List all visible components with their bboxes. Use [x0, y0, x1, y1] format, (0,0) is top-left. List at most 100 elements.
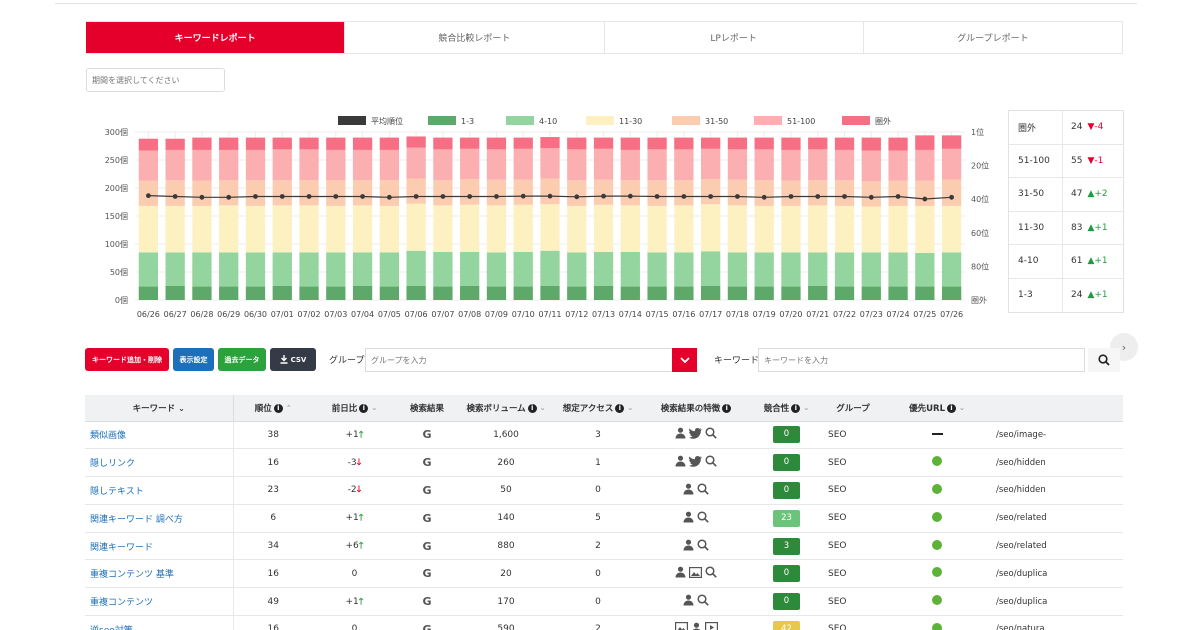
display-settings-button[interactable]: 表示設定 [173, 348, 214, 371]
table-row[interactable]: 関連キーワード 調べ方 6 +1🡑 G 140 5 23 SEO /seo/re… [85, 504, 1123, 533]
bar-segment-51-100 [593, 148, 614, 180]
y-axis-left-tick: 250個 [105, 155, 128, 165]
x-axis-tick: 07/22 [833, 310, 856, 319]
stat-value-cell: 24 ▼-4 [1063, 122, 1103, 132]
results-cell[interactable]: G [396, 587, 458, 617]
google-icon[interactable]: G [422, 595, 432, 609]
info-icon[interactable]: i [947, 403, 956, 413]
info-icon[interactable]: i [722, 403, 732, 413]
keyword-link[interactable]: 重複コンテンツ [85, 587, 234, 617]
url-cell[interactable]: /seo/duplica [991, 587, 1123, 617]
keyword-search-input[interactable] [758, 348, 1085, 372]
google-icon[interactable]: G [422, 567, 432, 581]
volume-cell: 50 [458, 476, 554, 505]
keyword-link[interactable]: 隠しテキスト [85, 476, 234, 505]
add-delete-keyword-button[interactable]: キーワード追加・削除 [85, 348, 169, 371]
results-cell[interactable]: G [396, 532, 458, 561]
bar-segment-31-50 [165, 180, 185, 206]
tab-competitor-report[interactable]: 競合比較レポート [344, 22, 603, 53]
results-cell[interactable]: G [396, 504, 458, 533]
col-change-header[interactable]: 前日比 i ⌄ [313, 395, 396, 422]
bar-segment-1-3 [299, 286, 319, 300]
average-rank-point [922, 196, 928, 202]
col-priority-url-header[interactable]: 優先URL i ⌄ [883, 395, 991, 422]
keyword-link[interactable]: 重複コンテンツ 基準 [85, 559, 234, 589]
google-icon[interactable]: G [422, 483, 432, 497]
table-row[interactable]: 隠しリンク 16 -3🡓 G 260 1 0 SEO /seo/hidden [85, 448, 1123, 478]
bar-segment-11-30 [165, 205, 185, 253]
info-icon[interactable]: i [359, 403, 369, 413]
y-axis-right-tick: 20位 [971, 161, 989, 171]
table-row[interactable]: 類似画像 38 +1🡑 G 1,600 3 0 SEO /seo/image- [85, 421, 1123, 450]
bar-segment-4-10 [219, 252, 239, 287]
keyword-link[interactable]: 関連キーワード 調べ方 [85, 504, 234, 533]
priority-cell [883, 587, 991, 617]
col-volume-header[interactable]: 検索ボリューム i ⌄ [458, 395, 554, 422]
url-cell[interactable]: /seo/related [991, 504, 1123, 533]
bar-segment-31-50 [674, 180, 694, 206]
bar-segment-圏外 [433, 137, 453, 150]
url-cell[interactable]: /seo/image- [991, 421, 1123, 450]
group-cell: SEO [823, 504, 883, 533]
rank-cell: 23 [233, 476, 313, 505]
priority-status-icon [932, 511, 942, 522]
group-dropdown-toggle[interactable] [672, 348, 697, 372]
info-icon[interactable]: i [791, 403, 801, 413]
keyword-link[interactable]: 類似画像 [85, 421, 234, 450]
google-icon[interactable]: G [422, 456, 432, 470]
bar-segment-圏外 [567, 137, 587, 150]
url-cell[interactable]: /seo/natura [991, 615, 1123, 630]
keyword-link[interactable]: 関連キーワード [85, 532, 234, 561]
table-row[interactable]: 逆seo対策 16 0 G 590 2 42 SEO /seo/natura [85, 615, 1123, 630]
keyword-link[interactable]: 逆seo対策 [85, 615, 234, 630]
results-cell[interactable]: G [396, 476, 458, 505]
search-button[interactable] [1088, 348, 1120, 372]
google-icon[interactable]: G [422, 511, 432, 525]
x-axis-tick: 06/27 [164, 310, 187, 319]
past-data-button[interactable]: 過去データ [218, 348, 266, 371]
person-icon [683, 511, 694, 526]
keyword-link[interactable]: 隠しリンク [85, 448, 234, 478]
results-cell[interactable]: G [396, 421, 458, 450]
results-cell[interactable]: G [396, 559, 458, 589]
bar-segment-圏外 [138, 138, 159, 151]
results-cell[interactable]: G [396, 448, 458, 478]
info-icon[interactable]: i [273, 403, 283, 413]
table-row[interactable]: 隠しテキスト 23 -2🡓 G 50 0 0 SEO /seo/hidden [85, 476, 1123, 505]
table-row[interactable]: 重複コンテンツ 49 +1🡑 G 170 0 0 SEO /seo/duplic… [85, 587, 1123, 617]
date-range-input[interactable] [86, 68, 225, 92]
table-row[interactable]: 重複コンテンツ 基準 16 0 G 20 0 0 SEO /seo/duplic… [85, 559, 1123, 589]
url-cell[interactable]: /seo/hidden [991, 476, 1123, 505]
google-icon[interactable]: G [422, 539, 432, 553]
x-axis-tick: 06/29 [217, 310, 240, 319]
tab-group-report[interactable]: グループレポート [862, 22, 1122, 53]
bar-segment-31-50 [245, 180, 266, 206]
url-cell[interactable]: /seo/hidden [991, 448, 1123, 478]
google-icon[interactable]: G [422, 428, 432, 442]
csv-download-button[interactable]: CSV [270, 348, 316, 371]
bar-segment-11-30 [379, 205, 399, 253]
bar-segment-31-50 [567, 180, 587, 206]
info-icon[interactable]: i [527, 403, 537, 413]
col-competition-header[interactable]: 競合性 i ⌄ [750, 395, 823, 422]
google-icon[interactable]: G [422, 622, 432, 630]
table-row[interactable]: 関連キーワード 34 +6🡑 G 880 2 3 SEO /seo/relate… [85, 532, 1123, 561]
url-cell[interactable]: /seo/duplica [991, 559, 1123, 589]
col-keyword-header[interactable]: キーワード ⌄ [85, 395, 234, 422]
priority-status-icon [932, 595, 942, 606]
tab-lp-report[interactable]: LPレポート [603, 22, 863, 53]
y-axis-left-tick: 0個 [115, 295, 128, 305]
url-cell[interactable]: /seo/related [991, 532, 1123, 561]
x-axis-tick: 07/13 [592, 310, 615, 319]
group-filter-input[interactable] [365, 348, 672, 372]
results-cell[interactable]: G [396, 615, 458, 630]
average-rank-point [494, 194, 499, 199]
next-arrow-button[interactable]: › [1110, 333, 1138, 361]
bar-segment-11-30 [647, 205, 667, 253]
tab-keyword-report[interactable]: キーワードレポート [86, 22, 345, 53]
col-rank-header[interactable]: 順位 i ⌃ [233, 395, 313, 422]
bar-segment-1-3 [781, 286, 801, 300]
bar-segment-圏外 [941, 135, 962, 149]
info-icon[interactable]: i [615, 403, 625, 413]
col-access-header[interactable]: 想定アクセス i ⌄ [554, 395, 642, 422]
